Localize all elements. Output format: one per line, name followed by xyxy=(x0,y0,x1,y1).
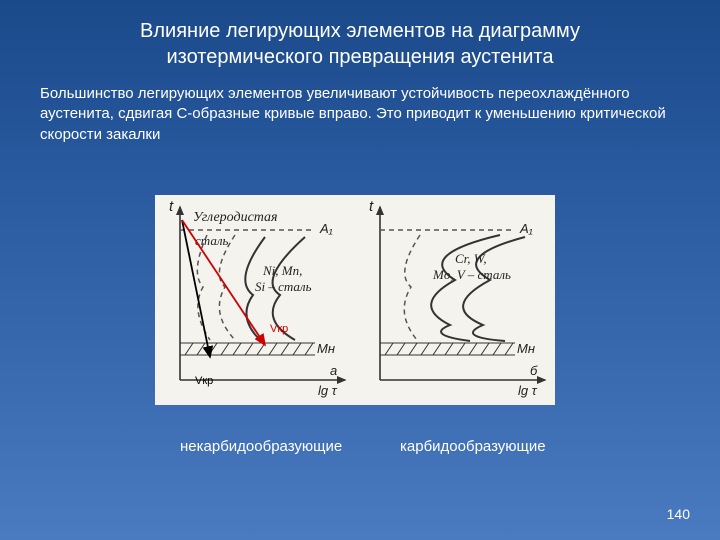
left-x-label: lg τ xyxy=(318,383,338,398)
right-y-label: t xyxy=(369,198,374,215)
body-text: Большинство легирующих элементов увеличи… xyxy=(0,70,720,145)
caption-left: некарбидообразующие xyxy=(180,438,342,455)
right-panel: t lg τ б A₁ xyxy=(369,198,545,398)
title-line-2: изотермического превращения аустенита xyxy=(167,46,554,68)
diagram-svg: t lg τ а A₁ xyxy=(155,195,555,405)
left-top-text: Углеродистая xyxy=(193,210,278,225)
page-number: 140 xyxy=(667,506,690,522)
right-corner: б xyxy=(530,363,538,378)
right-alloy2: Mo, V – сталь xyxy=(432,267,511,282)
left-y-label: t xyxy=(169,198,174,215)
left-panel: t lg τ а A₁ xyxy=(169,198,345,398)
ttt-diagram: t lg τ а A₁ xyxy=(155,195,555,405)
left-alloy2: Si – сталь xyxy=(255,279,312,294)
right-alloy1: Cr, W, xyxy=(455,251,487,266)
left-alloy1: Ni, Mn, xyxy=(262,263,302,278)
vkr-red-label: Vкр xyxy=(270,323,288,335)
slide-title: Влияние легирующих элементов на диаграмм… xyxy=(0,0,720,70)
left-corner: а xyxy=(330,363,337,378)
caption-right: карбидообразующие xyxy=(400,438,546,455)
vkr-black-label: Vкр xyxy=(195,375,213,387)
left-a1: A₁ xyxy=(319,221,333,236)
right-mn: Mн xyxy=(517,341,535,356)
right-a1: A₁ xyxy=(519,221,533,236)
right-x-label: lg τ xyxy=(518,383,538,398)
slide: Влияние легирующих элементов на диаграмм… xyxy=(0,0,720,540)
title-line-1: Влияние легирующих элементов на диаграмм… xyxy=(140,20,580,42)
left-mn: Mн xyxy=(317,341,335,356)
